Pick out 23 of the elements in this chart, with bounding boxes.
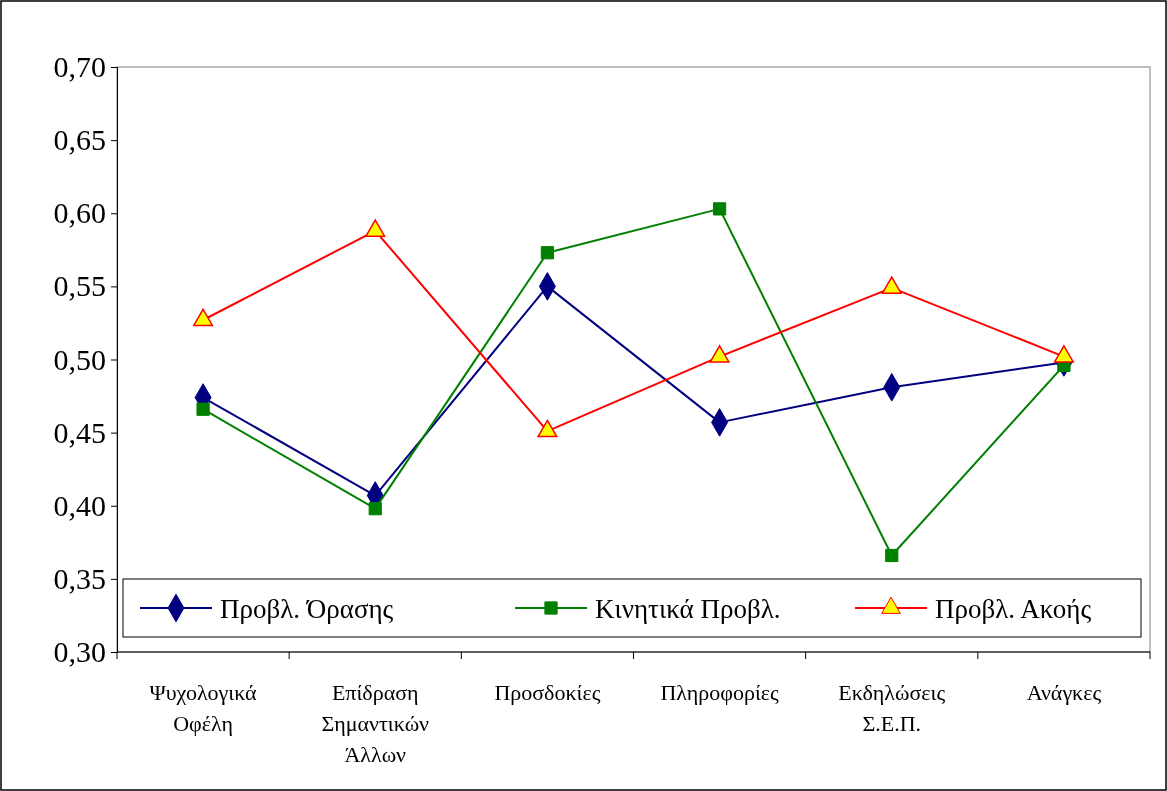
x-tick-label: Προσδοκίες — [494, 680, 601, 705]
point — [196, 402, 210, 416]
y-tick-label: 0,70 — [53, 50, 106, 84]
y-tick-label: 0,65 — [53, 123, 106, 157]
legend-label: Προβλ. Όρασης — [220, 594, 394, 624]
legend-label: Προβλ. Ακοής — [935, 594, 1092, 624]
y-tick-label: 0,30 — [53, 635, 106, 669]
point — [885, 548, 899, 563]
x-tick-label: Εκδηλώσεις Σ.Ε.Π. — [838, 680, 946, 736]
point — [540, 246, 555, 260]
y-tick-label: 0,45 — [53, 415, 106, 449]
x-tick-label: Ψυχολογικά Οφέλη — [149, 680, 258, 736]
point — [712, 202, 727, 216]
y-tick-label: 0,60 — [53, 196, 106, 230]
y-tick-label: 0,55 — [53, 269, 106, 303]
x-tick-label: Επίδραση Σημαντικών Άλλων — [321, 680, 430, 767]
x-tick-label: Πληροφορίες — [660, 680, 780, 705]
x-tick-label: Ανάγκες — [1026, 680, 1102, 705]
y-tick-label: 0,50 — [53, 342, 106, 376]
legend-label: Κινητικά Προβλ. — [595, 594, 781, 624]
y-tick-label: 0,35 — [53, 561, 106, 595]
y-tick-label: 0,40 — [53, 488, 106, 522]
point — [368, 502, 382, 516]
